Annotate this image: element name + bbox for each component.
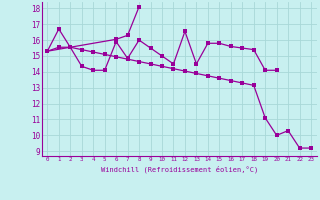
X-axis label: Windchill (Refroidissement éolien,°C): Windchill (Refroidissement éolien,°C) bbox=[100, 165, 258, 173]
